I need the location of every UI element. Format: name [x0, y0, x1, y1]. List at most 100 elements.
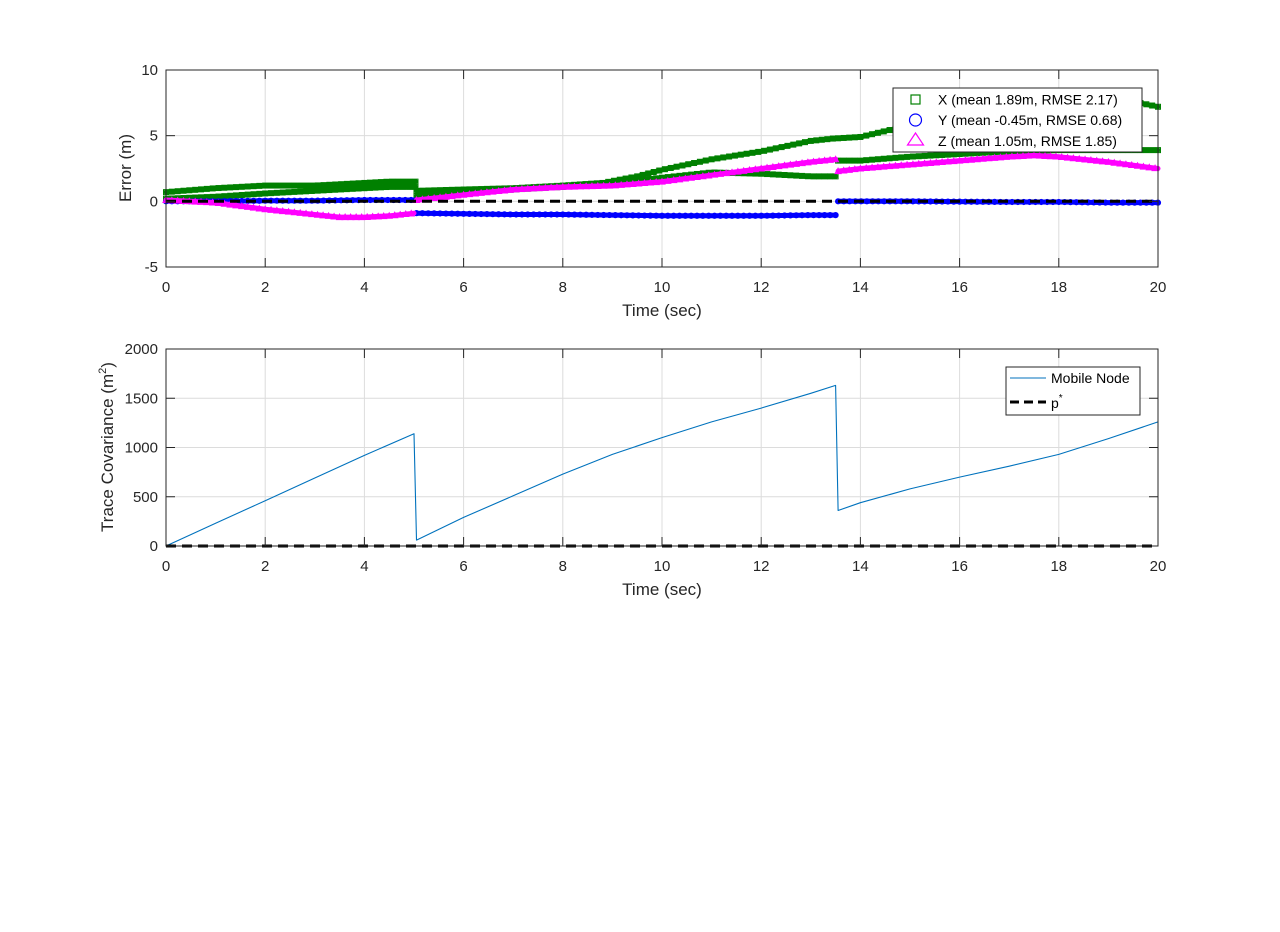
x-point [1143, 101, 1150, 108]
covariance-ytick-label: 500 [133, 489, 158, 506]
legend-square-marker-icon [910, 94, 921, 105]
z-point [529, 184, 538, 192]
x-point [915, 153, 922, 160]
x-point [377, 184, 384, 191]
z-point [669, 176, 678, 184]
x-point [921, 152, 928, 159]
x-point [781, 171, 788, 178]
z-point [605, 181, 614, 189]
x-point [366, 184, 373, 191]
x-point [764, 171, 771, 178]
z-point [1122, 160, 1130, 168]
error-legend-box [892, 87, 1143, 153]
y-point [489, 211, 496, 218]
covariance-ylabel: Trace Covariance (m2) [97, 362, 117, 532]
error-xtick-label: 18 [1050, 279, 1067, 296]
y-point [495, 211, 502, 218]
x-point [708, 156, 715, 163]
x-point [308, 187, 315, 194]
x-point [198, 186, 205, 193]
y-point [769, 212, 776, 219]
x-point [320, 187, 327, 194]
x-point [778, 144, 785, 151]
z-point [961, 156, 970, 164]
covariance-xtick-label: 6 [459, 558, 467, 575]
z-point [232, 201, 240, 209]
legend-p-superscript: * [1059, 393, 1063, 404]
z-point [379, 212, 388, 220]
y-point [728, 212, 736, 219]
z-point [623, 180, 631, 188]
x-point [221, 184, 228, 191]
z-point [826, 155, 834, 163]
z-point [949, 157, 958, 165]
x-point [813, 137, 820, 144]
y-point [524, 211, 531, 218]
y-point [723, 212, 730, 219]
x-point [1149, 102, 1156, 109]
covariance-axes: 0 2 4 6 8 10 12 14 16 18 20 0 500 1000 1500 2000 Time (… [97, 341, 1166, 599]
x-point [685, 161, 692, 168]
z-point [1110, 158, 1119, 166]
z-point [640, 178, 649, 187]
z-point [273, 206, 281, 214]
covariance-xlabel: Time (sec) [622, 580, 702, 599]
x-point [851, 157, 858, 164]
y-point [793, 212, 800, 219]
x-point [355, 185, 362, 192]
x-point [857, 133, 864, 140]
x-point [702, 157, 709, 164]
y-point [583, 211, 590, 218]
z-point [850, 165, 859, 173]
x-point [372, 184, 379, 191]
z-point [477, 188, 485, 196]
z-marker-trail [835, 152, 1161, 174]
y-point [256, 197, 263, 204]
x-point [720, 154, 727, 161]
x-point [297, 182, 304, 189]
z-point [979, 154, 987, 162]
z-point [1075, 154, 1084, 162]
z-point [990, 153, 999, 161]
y-point [758, 212, 765, 219]
z-point [786, 160, 795, 168]
y-point [734, 212, 741, 219]
x-point [846, 134, 853, 141]
z-point [1116, 159, 1124, 167]
y-point [705, 212, 712, 219]
x-point [691, 160, 698, 167]
z-point [1139, 162, 1148, 170]
x-point [661, 166, 668, 173]
z-point [874, 163, 882, 171]
z-point [401, 209, 410, 218]
covariance-ytick-label: 0 [150, 538, 158, 555]
x-point [851, 134, 858, 141]
z-point [582, 182, 590, 190]
x-point [772, 145, 779, 152]
x-point [766, 146, 773, 153]
z-point [407, 209, 416, 217]
z-point [1104, 157, 1113, 165]
z-point [570, 182, 579, 190]
z-point [1052, 152, 1060, 160]
z-point [553, 183, 561, 191]
x-point [383, 184, 390, 191]
legend-triangle-marker-icon [906, 131, 925, 146]
z-point [780, 161, 789, 169]
x-point [790, 141, 797, 148]
x-point [656, 167, 663, 174]
z-point [699, 172, 707, 180]
x-point [256, 190, 263, 197]
covariance-ytick-label: 1500 [125, 390, 158, 407]
x-point [303, 182, 310, 189]
z-point [1069, 154, 1078, 162]
y-point [548, 211, 555, 218]
x-point [835, 135, 842, 142]
y-point [530, 211, 537, 218]
x-point [285, 182, 292, 189]
z-point [1019, 151, 1027, 159]
z-point [1024, 151, 1033, 159]
z-point [792, 159, 801, 167]
z-point [1087, 156, 1095, 164]
